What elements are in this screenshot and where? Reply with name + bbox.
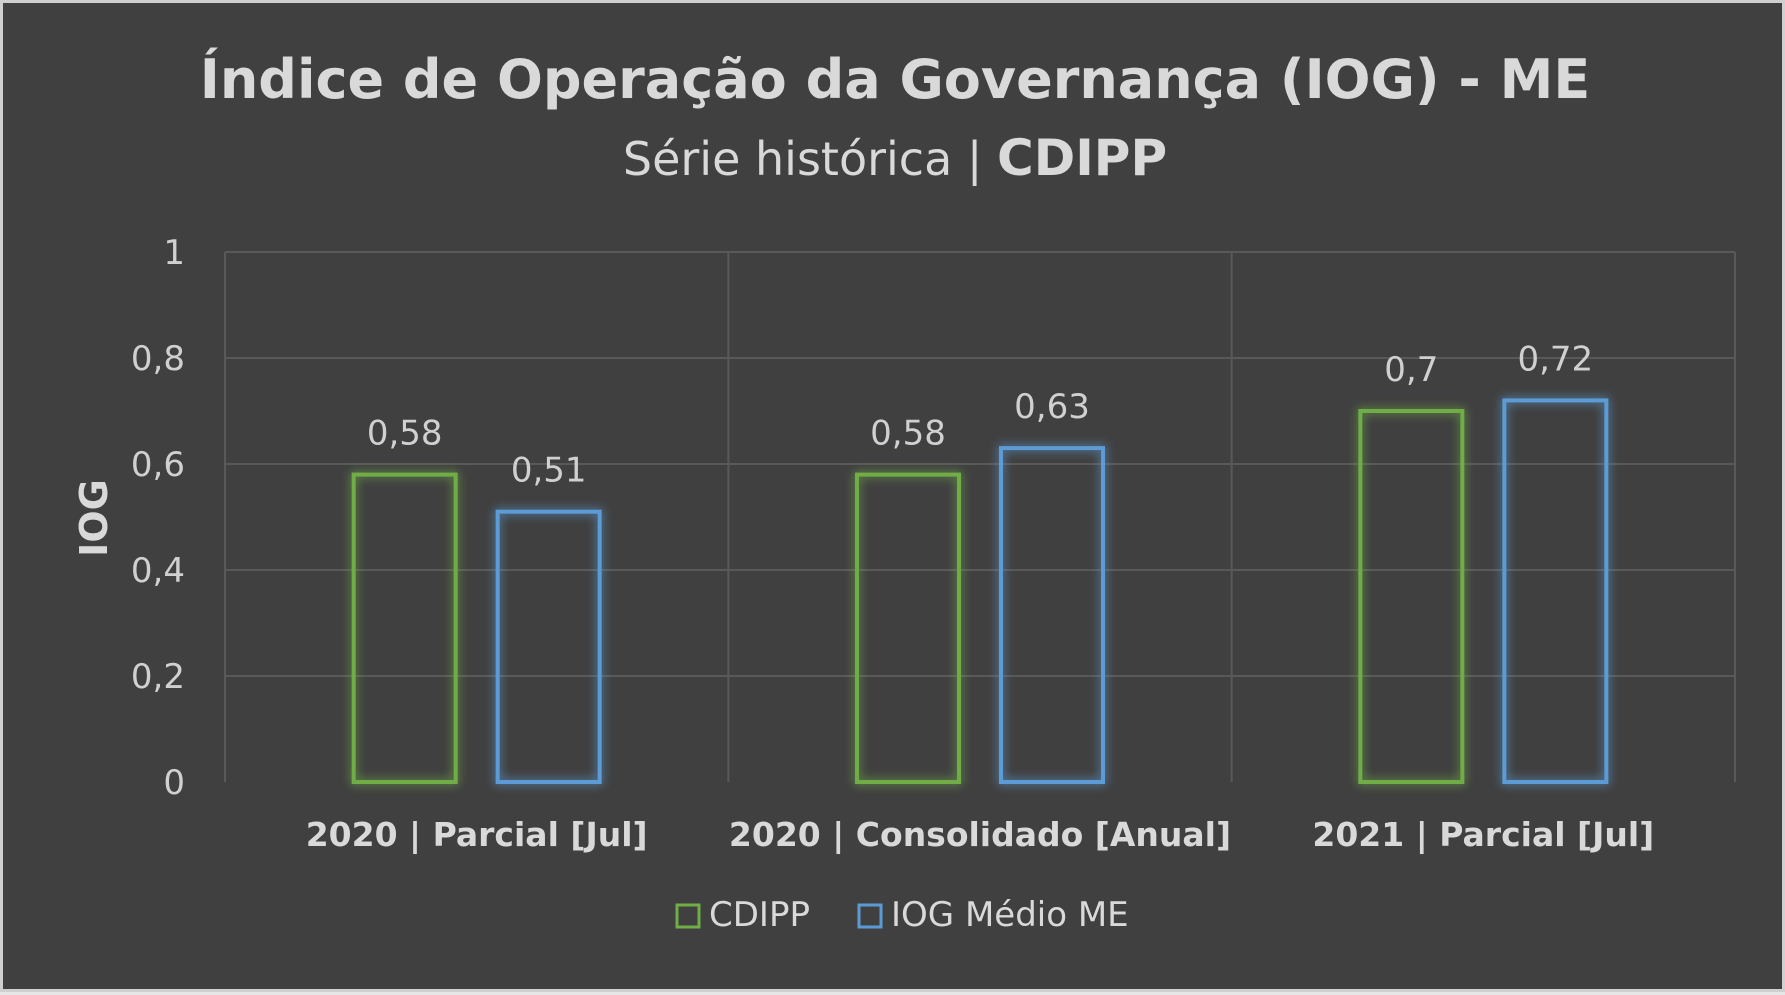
data-label: 0,7: [1384, 350, 1438, 390]
bar-layer: [351, 398, 1609, 784]
chart-subtitle: Série histórica | CDIPP: [623, 129, 1167, 187]
chart-title: Índice de Operação da Governança (IOG) -…: [200, 48, 1590, 111]
legend: CDIPP IOG Médio ME: [675, 895, 1129, 935]
category-label: 2020 | Parcial [Jul]: [306, 815, 648, 854]
y-tick-label: 0: [163, 763, 185, 803]
subtitle-prefix: Série histórica |: [623, 132, 997, 187]
legend-label: IOG Médio ME: [891, 895, 1129, 935]
data-label: 0,63: [1014, 387, 1090, 427]
legend-label: CDIPP: [709, 895, 810, 935]
y-tick-label: 0,8: [131, 339, 185, 379]
bar-iog-medio-me: [1502, 398, 1609, 784]
y-tick-label: 0,4: [131, 551, 185, 591]
category-label-layer: 2020 | Parcial [Jul] 2020 | Consolidado […: [306, 815, 1655, 854]
bar-cdipp: [855, 472, 961, 784]
y-tick-label: 1: [163, 233, 185, 273]
data-label: 0,72: [1517, 339, 1593, 379]
data-label: 0,51: [511, 451, 587, 491]
bar-cdipp: [1358, 409, 1465, 784]
data-label-layer: 0,58 0,51 0,58 0,63 0,7 0,72: [367, 339, 1593, 490]
subtitle-strong: CDIPP: [997, 129, 1167, 187]
category-label: 2021 | Parcial [Jul]: [1312, 815, 1654, 854]
grid-layer: [224, 251, 1736, 782]
y-tick-layer: 0 0,2 0,4 0,6 0,8 1: [131, 233, 185, 803]
data-label: 0,58: [870, 414, 946, 454]
y-axis-label: IOG: [72, 479, 116, 557]
category-label: 2020 | Consolidado [Anual]: [729, 815, 1231, 854]
y-tick-label: 0,6: [131, 445, 185, 485]
bar-cdipp: [351, 472, 458, 784]
legend-swatch-iog-medio-me: [857, 903, 883, 929]
legend-swatch-cdipp: [675, 903, 701, 929]
y-tick-label: 0,2: [131, 657, 185, 697]
data-label: 0,58: [367, 414, 443, 454]
chart-svg: Índice de Operação da Governança (IOG) -…: [72, 48, 1736, 935]
bar-iog-medio-me: [999, 446, 1105, 784]
bar-iog-medio-me: [495, 509, 602, 784]
